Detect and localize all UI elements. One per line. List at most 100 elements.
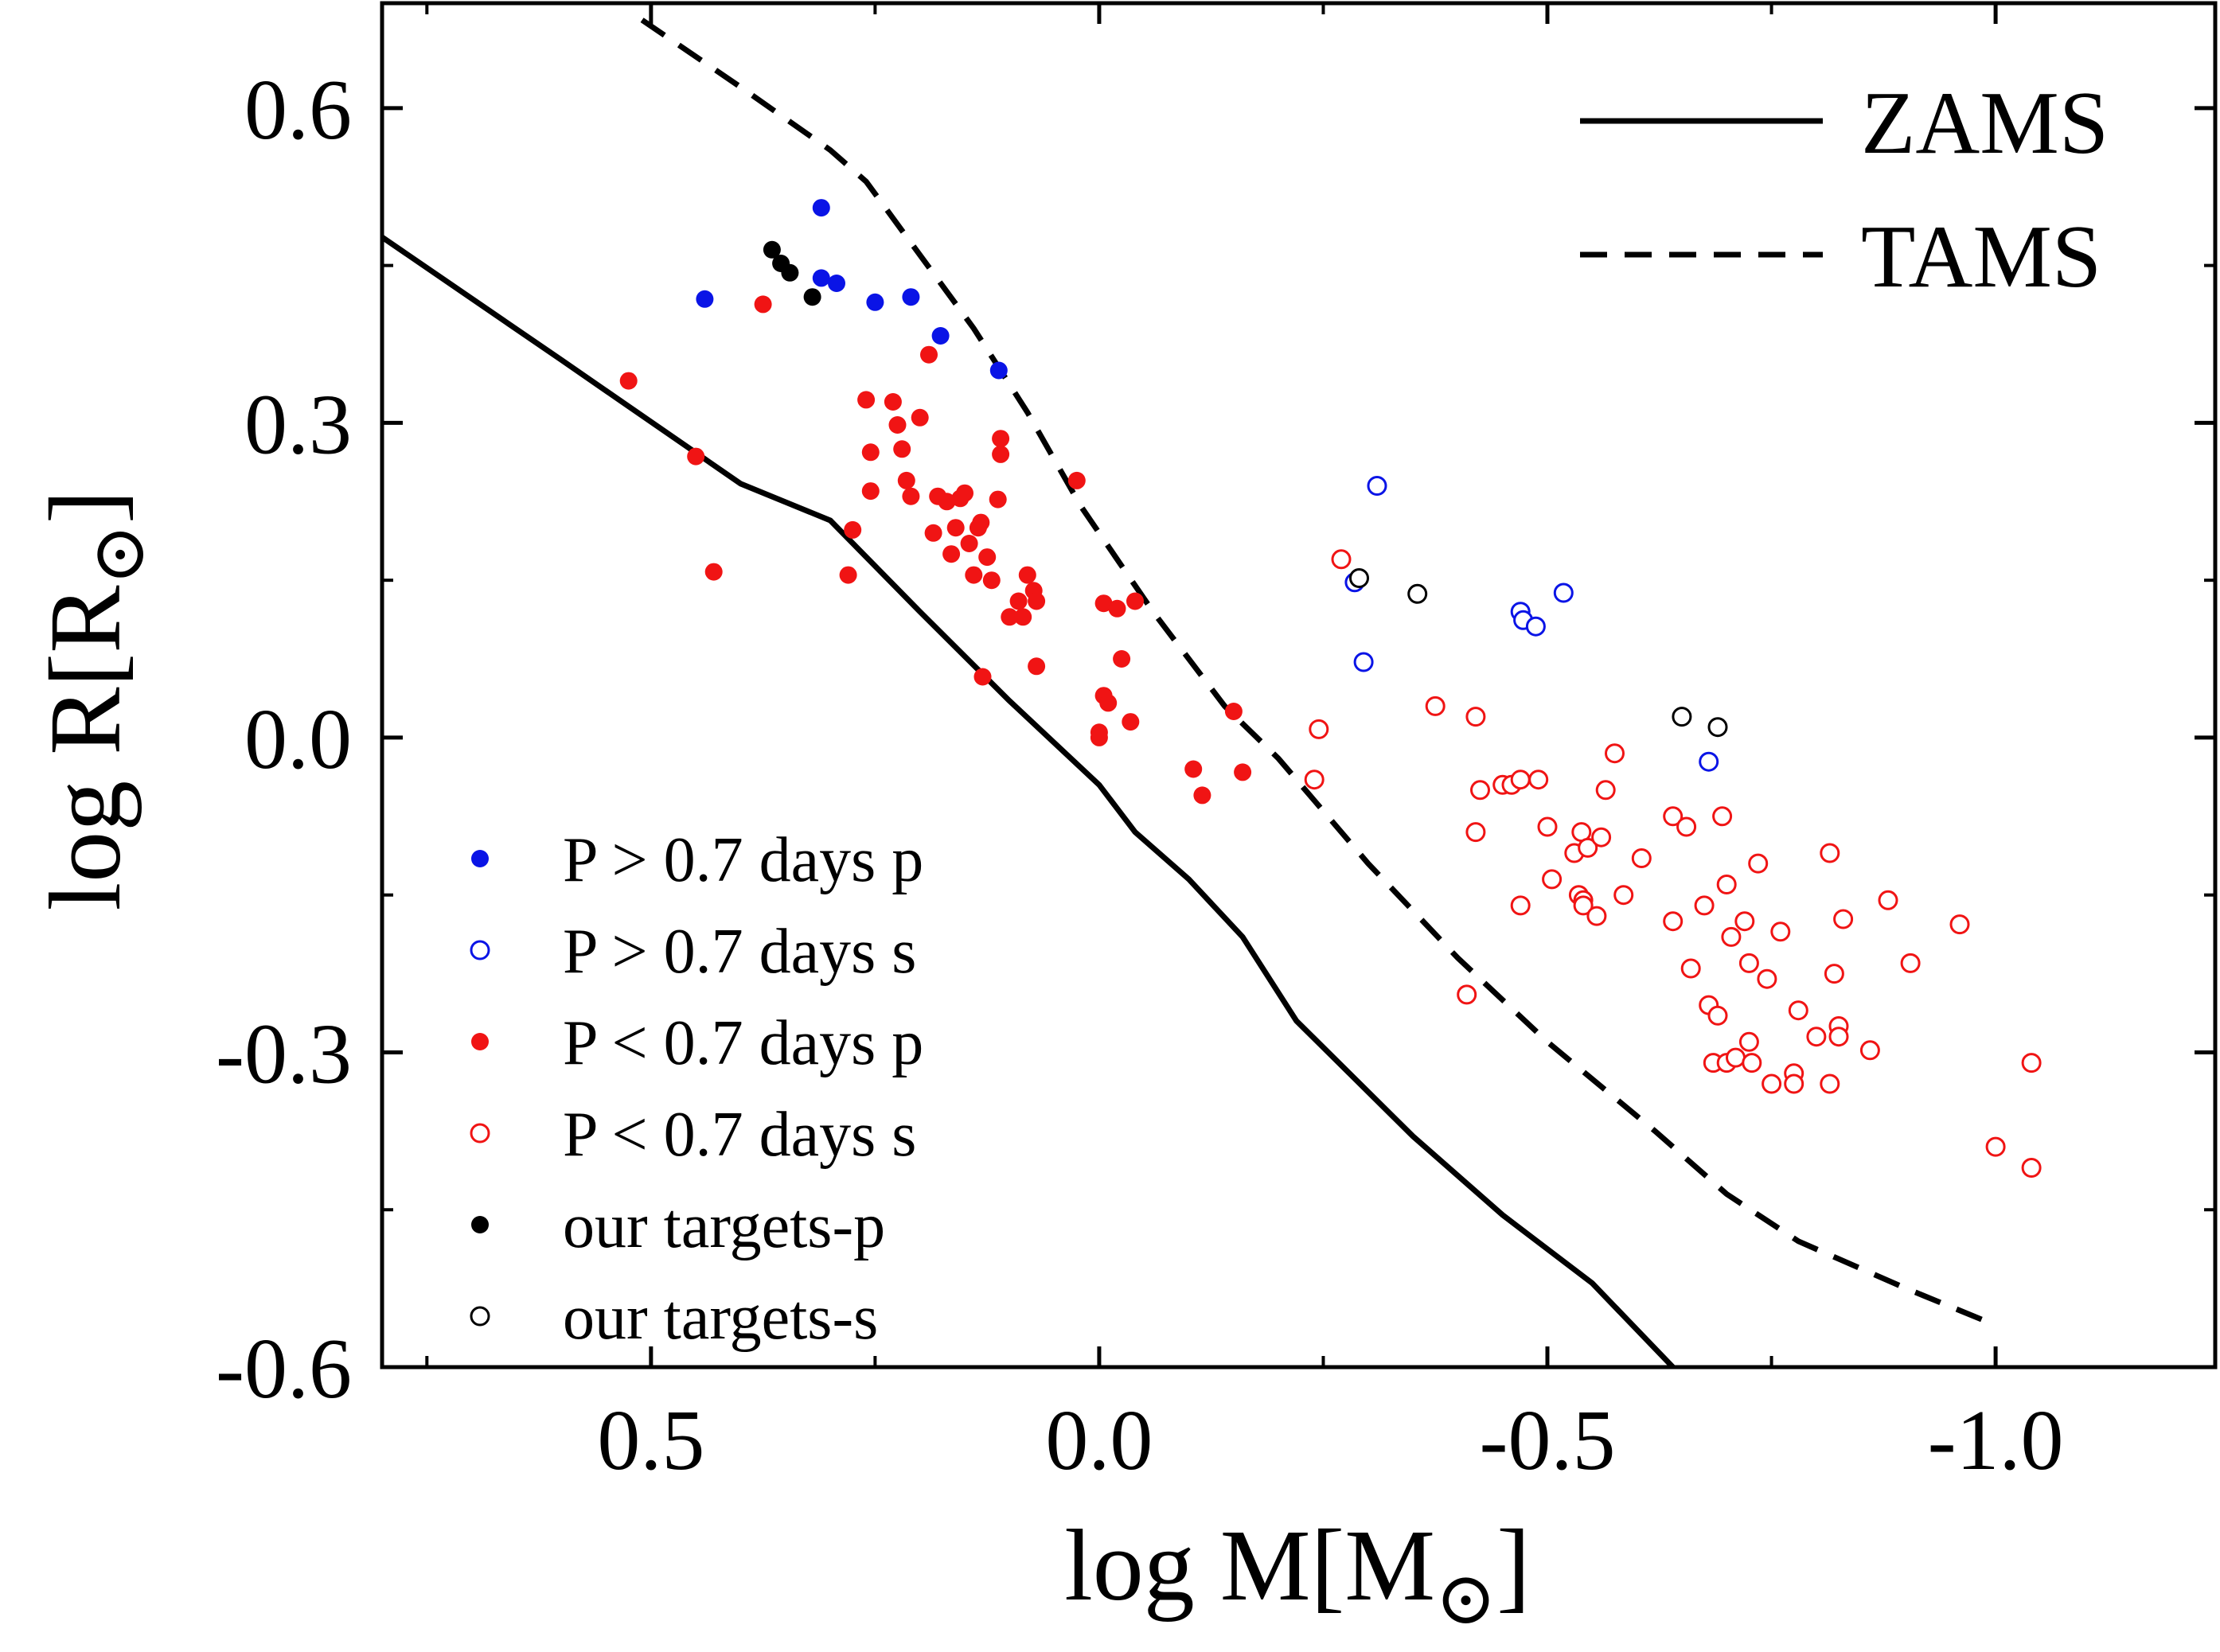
data-point-series-3: [861, 482, 880, 501]
data-point-series-4: [1824, 964, 1844, 984]
data-point-series-1: [696, 290, 714, 308]
data-point-series-3: [687, 447, 705, 466]
legend-marker: [470, 940, 490, 960]
data-point-series-3: [960, 535, 978, 552]
data-point-series-4: [1788, 1000, 1808, 1021]
data-point-series-4: [1573, 895, 1594, 916]
data-point-series-4: [1586, 906, 1607, 926]
data-point-series-4: [1578, 837, 1598, 858]
data-point-series-1: [812, 269, 830, 287]
data-point-series-3: [1028, 657, 1046, 676]
data-point-series-5: [781, 263, 799, 282]
data-point-series-3: [978, 548, 997, 567]
data-point-series-1: [828, 275, 845, 292]
data-point-series-2: [1525, 616, 1546, 637]
data-point-series-3: [1224, 703, 1243, 720]
data-point-series-4: [1663, 806, 1684, 827]
data-point-series-3: [992, 430, 1010, 448]
data-point-series-4: [1726, 1047, 1746, 1068]
tick-layer: 0.6 0.3 0.0 -0.3 -0.6 0.5 0.0 -0.5 -1.0: [216, 3, 2215, 1488]
data-point-series-4: [1465, 707, 1486, 727]
data-point-series-4: [1680, 958, 1701, 979]
data-point-series-1: [812, 199, 830, 217]
data-point-series-4: [1878, 890, 1898, 910]
data-point-series-6: [1349, 568, 1369, 588]
data-point-series-4: [1510, 770, 1531, 790]
legend-marker: [470, 1306, 490, 1327]
data-point-series-3: [942, 545, 961, 563]
data-point-series-5: [803, 288, 821, 306]
data-point-series-3: [1014, 608, 1032, 626]
plot-border: [380, 1, 2218, 1370]
data-point-series-4: [1542, 869, 1563, 890]
axis-titles: log M[M⊙] log R[R⊙]: [29, 490, 1531, 1639]
data-point-series-3: [893, 440, 911, 458]
data-point-series-3: [1122, 713, 1140, 731]
data-point-series-4: [1663, 911, 1684, 932]
data-point-series-1: [931, 327, 950, 345]
data-point-series-3: [902, 487, 920, 505]
data-point-series-3: [884, 393, 902, 411]
data-point-series-3: [897, 471, 915, 489]
data-point-series-2: [1353, 652, 1374, 672]
data-point-series-4: [1631, 848, 1652, 868]
data-point-series-5: [763, 240, 781, 259]
data-point-series-6: [1707, 717, 1728, 738]
data-point-series-3: [844, 520, 862, 539]
data-point-series-4: [1716, 875, 1737, 894]
legend-label: our targets-p: [563, 1191, 885, 1261]
tams-curve: [640, 18, 1997, 1328]
data-point-series-4: [1806, 1027, 1827, 1047]
data-point-series-4: [1537, 816, 1558, 837]
data-point-series-3: [938, 493, 956, 511]
data-point-series-4: [1762, 1073, 1782, 1094]
data-point-series-4: [1949, 914, 1970, 935]
y-tick-label: -0.6: [216, 1322, 352, 1416]
data-point-series-4: [1820, 1073, 1840, 1094]
data-point-series-3: [1009, 592, 1028, 610]
legend-markers: P > 0.7 days p P > 0.7 days s P < 0.7 days…: [470, 825, 923, 1353]
data-point-series-4: [1721, 926, 1742, 947]
data-point-series-4: [1591, 827, 1612, 847]
x-tick-label: -0.5: [1480, 1393, 1616, 1488]
legend-marker: [471, 850, 489, 867]
data-point-series-4: [1707, 1005, 1728, 1026]
data-point-series-3: [861, 443, 880, 462]
legend-label: P > 0.7 days s: [563, 917, 916, 987]
data-point-series-4: [1465, 822, 1486, 843]
data-point-series-3: [992, 445, 1010, 463]
data-point-series-3: [1094, 594, 1113, 613]
data-point-series-4: [1676, 816, 1697, 837]
data-point-series-3: [1018, 566, 1036, 584]
data-point-series-3: [704, 563, 723, 581]
data-point-series-4: [2021, 1053, 2042, 1073]
y-tick-label: 0.0: [244, 692, 352, 787]
data-point-series-4: [1304, 770, 1325, 790]
data-point-series-3: [965, 566, 983, 584]
data-point-series-4: [1828, 1027, 1849, 1047]
legend-marker: [471, 1216, 489, 1233]
data-point-series-4: [1510, 895, 1531, 916]
data-point-series-3: [1126, 592, 1144, 610]
data-point-series-1: [902, 288, 920, 306]
legend-marker: [470, 1123, 490, 1144]
data-point-series-4: [1457, 984, 1477, 1005]
data-point-series-4: [1900, 953, 1921, 973]
data-point-series-4: [1331, 549, 1352, 570]
x-tick-label: 0.0: [1045, 1393, 1153, 1488]
x-tick-label: 0.5: [597, 1393, 704, 1488]
data-point-series-3: [1090, 728, 1108, 746]
data-point-series-3: [956, 484, 973, 502]
y-tick-label: 0.3: [244, 377, 352, 472]
data-point-series-6: [1407, 583, 1428, 604]
legend-label: P < 0.7 days s: [563, 1100, 916, 1170]
legend-label: P < 0.7 days p: [563, 1008, 923, 1078]
data-point-series-4: [1470, 780, 1490, 801]
data-point-series-3: [920, 345, 938, 364]
legend-curves: ZAMS TAMS: [1580, 74, 2109, 306]
data-point-series-2: [1699, 751, 1719, 772]
y-axis-title: log R[R⊙]: [29, 490, 159, 911]
data-point-series-3: [946, 519, 965, 537]
data-point-series-3: [1108, 599, 1126, 618]
